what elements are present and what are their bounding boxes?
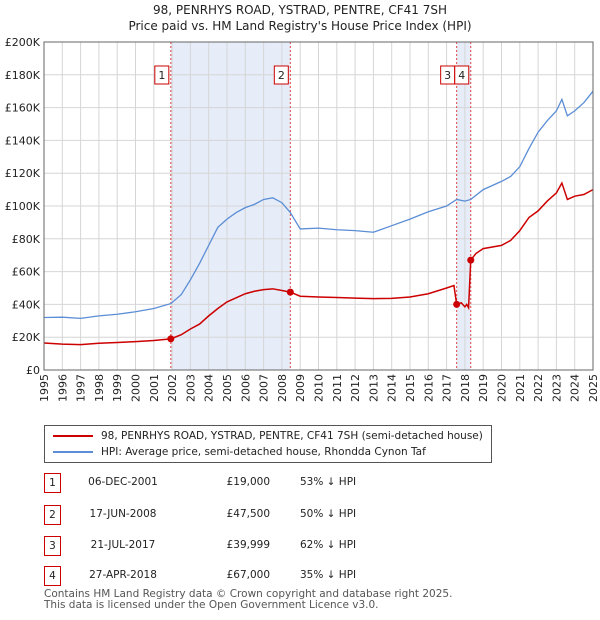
x-tick-label: 2015 <box>404 374 417 402</box>
x-tick-label: 2023 <box>550 374 563 402</box>
legend: 98, PENRHYS ROAD, YSTRAD, PENTRE, CF41 7… <box>44 425 492 463</box>
transaction-price: £39,999 <box>226 539 270 551</box>
x-tick-label: 2020 <box>496 374 509 402</box>
y-tick-label: £140K <box>5 134 41 147</box>
x-tick-label: 2001 <box>148 374 161 402</box>
y-tick-label: £20K <box>12 331 41 344</box>
x-tick-label: 2004 <box>203 374 216 402</box>
price-chart: £0 £20K £40K £60K £80K £100K £120K £140K £160K £1… <box>5 36 600 402</box>
transaction-marker-label-4: 4 <box>458 69 465 82</box>
transaction-date: 17-JUN-2008 <box>89 508 157 520</box>
hpi-series-line <box>43 90 594 319</box>
transaction-date: 06-DEC-2001 <box>88 476 158 488</box>
x-tick-label: 2009 <box>294 374 307 402</box>
transaction-point-3 <box>453 300 461 308</box>
x-tick-label: 2002 <box>166 374 179 402</box>
x-tick-label: 2022 <box>532 374 545 402</box>
y-tick-label: £40K <box>12 298 41 311</box>
table-row: 4 27-APR-2018 £67,000 35% ↓ HPI <box>0 566 600 586</box>
transaction-point-2 <box>286 288 294 296</box>
table-row: 1 06-DEC-2001 £19,000 53% ↓ HPI <box>0 473 600 493</box>
y-tick-label: £120K <box>5 167 41 180</box>
transaction-hpi: 50% ↓ HPI <box>300 508 357 520</box>
transaction-price: £47,500 <box>226 508 270 520</box>
x-tick-label: 2000 <box>130 374 143 402</box>
y-tick-label: £200K <box>5 36 41 49</box>
table-row: 3 21-JUL-2017 £39,999 62% ↓ HPI <box>0 536 600 556</box>
transaction-marker-label-2: 2 <box>278 69 285 82</box>
x-tick-label: 2021 <box>514 374 527 402</box>
legend-swatch-blue <box>53 451 93 453</box>
x-tick-label: 2012 <box>349 374 362 402</box>
table-row: 2 17-JUN-2008 £47,500 50% ↓ HPI <box>0 505 600 525</box>
x-tick-label: 2016 <box>422 374 435 402</box>
x-tick-label: 2005 <box>221 374 234 402</box>
transaction-marker-1: 1 <box>44 473 61 493</box>
transaction-price: £19,000 <box>226 476 270 488</box>
legend-label-hpi: HPI: Average price, semi-detached house,… <box>101 446 426 458</box>
x-tick-label: 2011 <box>331 374 344 402</box>
transaction-date: 21-JUL-2017 <box>90 539 156 551</box>
x-tick-label: 2006 <box>239 374 252 402</box>
transaction-marker-label-3: 3 <box>444 69 451 82</box>
footer: Contains HM Land Registry data © Crown c… <box>44 589 452 611</box>
x-tick-label: 2014 <box>386 374 399 402</box>
y-tick-label: £160K <box>5 102 41 115</box>
transaction-marker-box-4 <box>454 65 470 85</box>
x-tick-label: 2025 <box>587 374 600 402</box>
legend-label-property: 98, PENRHYS ROAD, YSTRAD, PENTRE, CF41 7… <box>101 430 483 442</box>
x-tick-label: 2017 <box>441 374 454 402</box>
transaction-hpi: 62% ↓ HPI <box>300 539 357 551</box>
transaction-marker-2: 2 <box>44 505 61 525</box>
transaction-marker-label-1: 1 <box>158 69 165 82</box>
transaction-hpi: 35% ↓ HPI <box>300 569 357 581</box>
x-tick-label: 1995 <box>38 374 51 402</box>
transaction-hpi: 53% ↓ HPI <box>300 476 357 488</box>
x-tick-label: 2024 <box>569 374 582 402</box>
property-series-line <box>43 181 594 346</box>
footer-copyright: Contains HM Land Registry data © Crown c… <box>44 588 453 600</box>
transaction-point-4 <box>467 256 475 264</box>
y-tick-label: £180K <box>5 69 41 82</box>
x-tick-label: 2003 <box>184 374 197 402</box>
x-tick-label: 2018 <box>459 374 472 402</box>
transaction-point-1 <box>167 335 175 343</box>
x-tick-label: 2019 <box>477 374 490 402</box>
x-tick-label: 1997 <box>75 374 88 402</box>
x-tick-label: 2008 <box>276 374 289 402</box>
y-tick-label: £0 <box>26 364 40 377</box>
y-tick-label: £60K <box>12 266 41 279</box>
x-tick-label: 2007 <box>258 374 271 402</box>
plot-border <box>43 41 594 371</box>
chart-title: 98, PENRHYS ROAD, YSTRAD, PENTRE, CF41 7… <box>153 3 447 17</box>
transaction-date: 27-APR-2018 <box>89 569 157 581</box>
y-tick-label: £80K <box>12 233 41 246</box>
chart-subtitle: Price paid vs. HM Land Registry's House … <box>128 19 472 33</box>
transaction-marker-4: 4 <box>44 566 61 586</box>
x-tick-label: 1999 <box>111 374 124 402</box>
footer-licence: This data is licensed under the Open Gov… <box>44 599 379 611</box>
x-tick-label: 1998 <box>93 374 106 402</box>
transaction-price: £67,000 <box>226 569 270 581</box>
y-tick-label: £100K <box>5 200 41 213</box>
x-tick-label: 1996 <box>56 374 69 402</box>
transaction-marker-3: 3 <box>44 536 61 556</box>
transaction-marker-box-2 <box>273 65 289 85</box>
x-tick-label: 2013 <box>367 374 380 402</box>
transaction-marker-box-1 <box>154 65 170 85</box>
x-tick-label: 2010 <box>313 374 326 402</box>
legend-swatch-red <box>53 435 93 437</box>
